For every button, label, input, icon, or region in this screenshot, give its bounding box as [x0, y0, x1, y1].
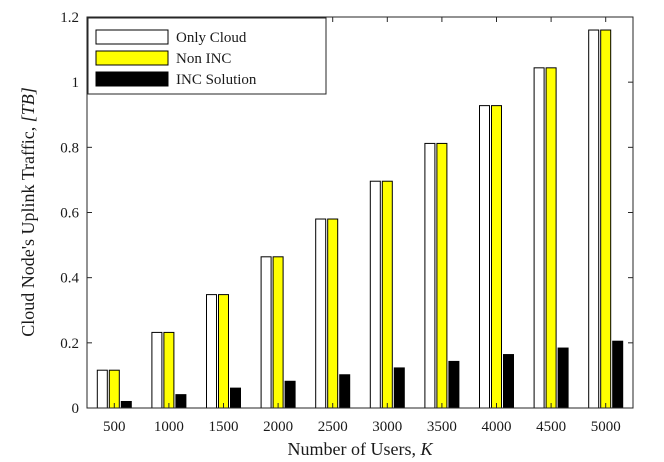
bar-only-cloud-3000 [369, 180, 381, 409]
y-axis-title-text: Cloud Node's Uplink Traffic, [18, 122, 38, 336]
x-tick-label-3500: 3500 [427, 419, 457, 435]
axes-group: 500 1000 1500 2000 2500 3000 3500 4000 4500 5000 0… [60, 10, 633, 435]
bar-non-inc-2500 [327, 218, 339, 409]
bar-non-inc-1000 [163, 331, 175, 409]
x-tick-label-4500: 4500 [536, 419, 566, 435]
y-tick-label-1: 0.2 [60, 336, 79, 352]
y-axis-title-unit: [TB] [18, 87, 38, 122]
bar-non-inc-2000 [272, 256, 284, 409]
legend-label-only-cloud: Only Cloud [176, 30, 247, 46]
bar-inc-solution-500 [120, 400, 132, 409]
bar-non-inc-3000 [381, 180, 393, 409]
bar-only-cloud-500 [96, 369, 108, 409]
y-tick-label-6: 1.2 [60, 10, 79, 26]
y-tick-label-2: 0.4 [60, 271, 79, 287]
bar-non-inc-1500 [218, 294, 229, 409]
y-tick-label-5: 1 [72, 75, 80, 91]
bar-non-inc-4500 [545, 67, 557, 409]
x-axis-title: Number of Users, K [288, 439, 434, 459]
y-tick-label-3: 0.6 [60, 206, 79, 222]
y-tick-label-4: 0.8 [60, 140, 79, 156]
x-tick-label-1500: 1500 [209, 419, 239, 435]
legend-label-non-inc: Non INC [176, 51, 231, 67]
x-tick-label-3000: 3000 [372, 419, 402, 435]
bar-only-cloud-5000 [588, 29, 600, 409]
bar-only-cloud-1000 [151, 331, 163, 409]
x-tick-label-5000: 5000 [591, 419, 621, 435]
bar-inc-solution-2500 [339, 374, 351, 409]
bar-only-cloud-1500 [206, 294, 217, 409]
x-tick-label-2500: 2500 [318, 419, 348, 435]
x-axis-title-variable: K [419, 439, 433, 459]
y-axis-title: Cloud Node's Uplink Traffic, [TB] [18, 87, 38, 336]
legend-swatch-inc-solution [95, 71, 169, 87]
x-tick-label-2000: 2000 [263, 419, 293, 435]
bar-non-inc-4000 [491, 105, 502, 409]
bar-inc-solution-4500 [557, 347, 569, 409]
legend-swatch-non-inc [95, 50, 169, 66]
bar-non-inc-5000 [600, 29, 612, 409]
legend: Only Cloud Non INC INC Solution [87, 17, 327, 95]
bar-non-inc-3500 [436, 142, 448, 409]
bar-only-cloud-4500 [533, 67, 545, 409]
bar-non-inc-500 [108, 369, 120, 409]
bars-group [96, 29, 624, 409]
legend-swatch-only-cloud [95, 29, 169, 45]
bar-inc-solution-1500 [230, 387, 241, 409]
bar-inc-solution-3500 [448, 360, 460, 409]
bar-only-cloud-2500 [315, 218, 327, 409]
x-axis-title-text: Number of Users, [288, 439, 421, 459]
bar-only-cloud-4000 [479, 105, 490, 409]
bar-inc-solution-2000 [284, 380, 296, 409]
x-tick-label-1000: 1000 [154, 419, 184, 435]
bar-only-cloud-2000 [260, 256, 272, 409]
bar-inc-solution-4000 [503, 354, 514, 409]
bar-inc-solution-1000 [175, 394, 187, 409]
bar-inc-solution-3000 [393, 367, 405, 409]
x-tick-label-500: 500 [103, 419, 126, 435]
x-tick-label-4000: 4000 [482, 419, 512, 435]
bar-inc-solution-5000 [612, 340, 624, 409]
plot-frame [86, 16, 634, 409]
y-tick-label-0: 0 [72, 401, 80, 417]
bar-only-cloud-3500 [424, 142, 436, 409]
legend-label-inc-solution: INC Solution [176, 72, 257, 88]
